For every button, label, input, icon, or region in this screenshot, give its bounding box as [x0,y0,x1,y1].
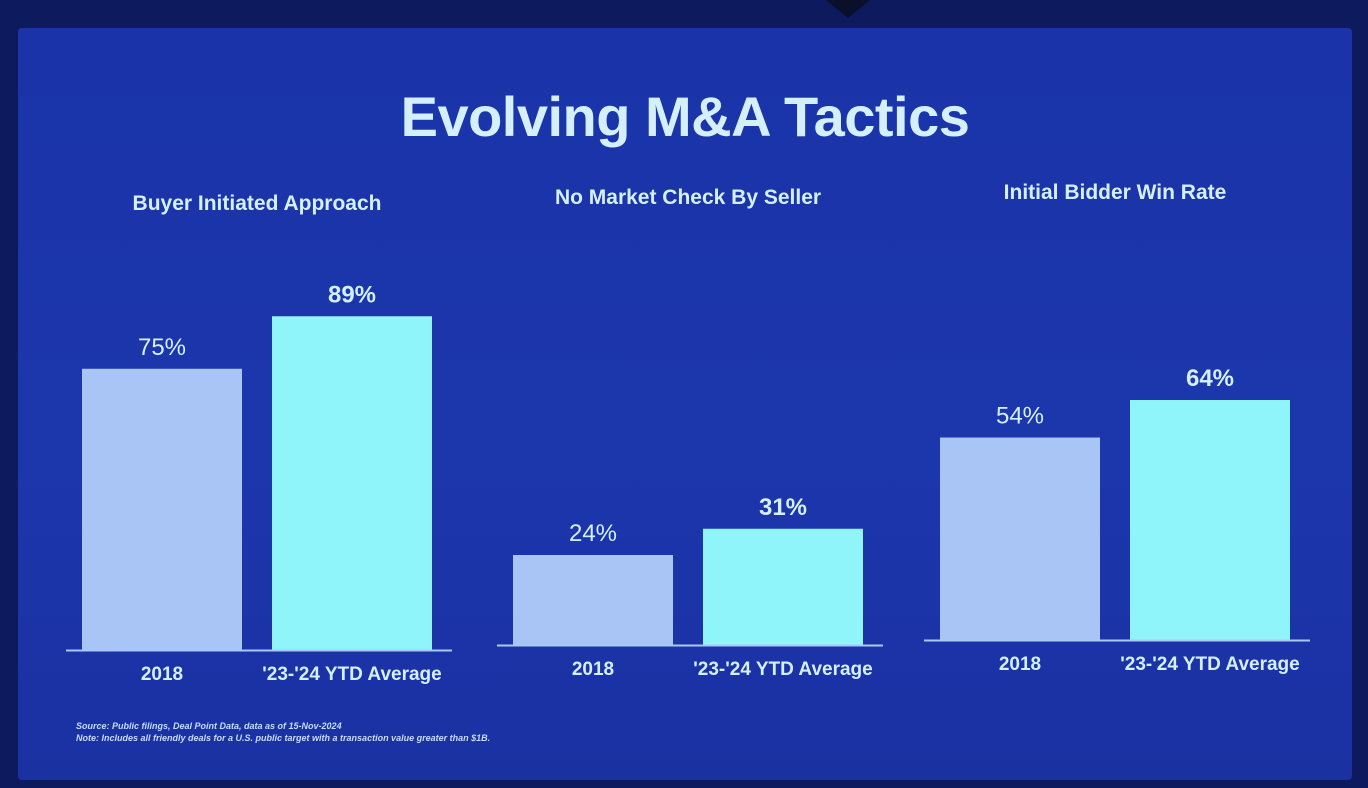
data-label: 31% [759,494,807,521]
bar-2018 [513,555,673,645]
slide-title: Evolving M&A Tactics [400,85,970,148]
data-label: 64% [1186,365,1234,392]
x-tick-label: '23-'24 YTD Average [693,659,872,680]
bar-charts: Buyer Initiated Approach 75% 2018 89% '23-'2… [66,181,1310,685]
data-label: 75% [138,334,186,361]
data-label: 89% [328,281,376,308]
footnote-note: Note: Includes all friendly deals for a … [76,733,491,743]
chart-title: No Market Check By Seller [555,186,821,209]
footnote-source: Source: Public filings, Deal Point Data,… [76,721,342,731]
projector-notch [826,0,870,18]
bar-2018 [82,368,242,650]
bar-ytd-average [703,528,863,645]
bar-ytd-average [1130,400,1290,640]
x-tick-label: '23-'24 YTD Average [262,664,441,685]
x-tick-label: '23-'24 YTD Average [1120,654,1299,675]
bar-ytd-average [272,316,432,650]
data-label: 24% [569,520,617,547]
x-tick-label: 2018 [999,654,1041,675]
slide: Evolving M&A Tactics Buyer Initiated App… [18,28,1352,780]
footnotes: Source: Public filings, Deal Point Data,… [76,720,490,744]
x-tick-label: 2018 [141,664,183,685]
chart-title: Initial Bidder Win Rate [1004,181,1227,204]
chart-title: Buyer Initiated Approach [133,192,382,215]
x-tick-label: 2018 [572,659,614,680]
bar-2018 [940,437,1100,640]
data-label: 54% [996,403,1044,430]
